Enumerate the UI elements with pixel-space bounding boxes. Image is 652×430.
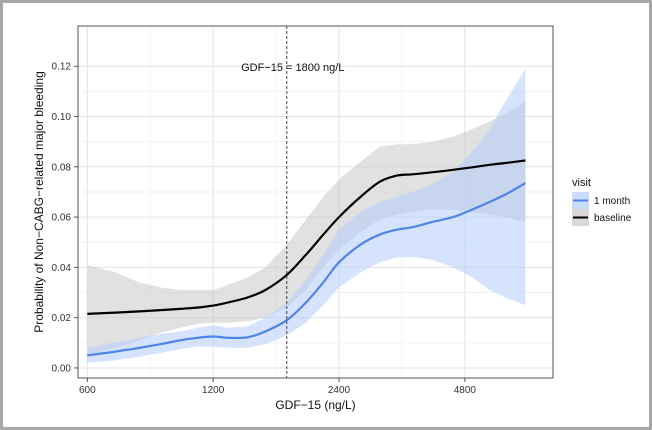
plot-border — [77, 25, 554, 379]
y-tick-label: 0.10 — [52, 112, 72, 123]
x-tick-label: 4800 — [454, 385, 477, 396]
legend-title: visit — [572, 177, 591, 189]
series-line-baseline — [87, 159, 526, 315]
y-tick-label: 0.06 — [52, 213, 72, 224]
confidence-band-baseline — [87, 101, 526, 356]
series-line-1-month — [87, 182, 526, 357]
y-tick-label: 0.04 — [52, 263, 72, 274]
legend-label-1-month: 1 month — [594, 196, 630, 207]
x-tick-label: 1200 — [202, 385, 225, 396]
x-axis-title: GDF−15 (ng/L) — [275, 398, 355, 412]
y-tick-label: 0.00 — [52, 363, 72, 374]
y-axis-title: Probability of Non−CABG−related major bl… — [32, 71, 46, 332]
y-tick-label: 0.02 — [52, 313, 72, 324]
x-tick-label: 600 — [79, 385, 96, 396]
legend-label-baseline: baseline — [594, 213, 632, 224]
y-tick-label: 0.12 — [52, 62, 72, 73]
x-tick-label: 2400 — [328, 385, 351, 396]
y-tick-label: 0.08 — [52, 162, 72, 173]
confidence-band-1-month — [87, 68, 526, 363]
annotation-label: GDF−15 = 1800 ng/L — [241, 62, 344, 74]
